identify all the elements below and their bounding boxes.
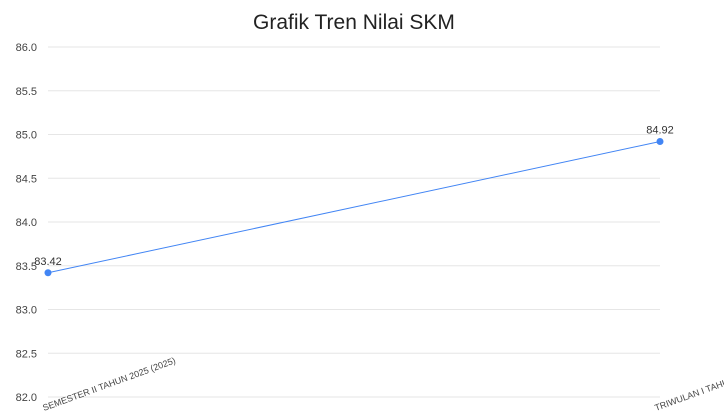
y-tick-label: 82.5	[16, 348, 37, 360]
data-label: 83.42	[34, 256, 62, 268]
y-tick-label: 84.0	[16, 217, 37, 229]
series-line	[47, 141, 661, 274]
data-point	[44, 269, 52, 277]
data-labels: 83.42 84.92	[34, 125, 674, 268]
y-axis-tick-labels: 82.0 82.5 83.0 83.5 84.0 84.5 85.0 85.5 86.0	[16, 42, 37, 404]
gridlines	[48, 46, 660, 398]
y-tick-label: 83.5	[16, 261, 37, 273]
y-tick-label: 83.0	[16, 305, 37, 317]
y-tick-label: 85.5	[16, 86, 37, 98]
y-tick-label: 82.0	[16, 392, 37, 404]
chart-title: Grafik Tren Nilai SKM	[253, 11, 455, 34]
data-label: 84.92	[646, 125, 674, 137]
y-tick-label: 85.0	[16, 130, 37, 142]
y-tick-label: 84.5	[16, 173, 37, 185]
x-category-label: SEMESTER II TAHUN 2025 (2025)	[41, 355, 177, 413]
data-point	[656, 138, 664, 145]
x-category-label: TRIWULAN I TAHUN 2026 (2026)	[653, 357, 724, 413]
x-axis-category-labels: SEMESTER II TAHUN 2025 (2025) TRIWULAN I …	[41, 355, 724, 413]
y-tick-label: 86.0	[16, 42, 37, 54]
series-lines	[47, 141, 661, 274]
data-points	[44, 138, 664, 277]
